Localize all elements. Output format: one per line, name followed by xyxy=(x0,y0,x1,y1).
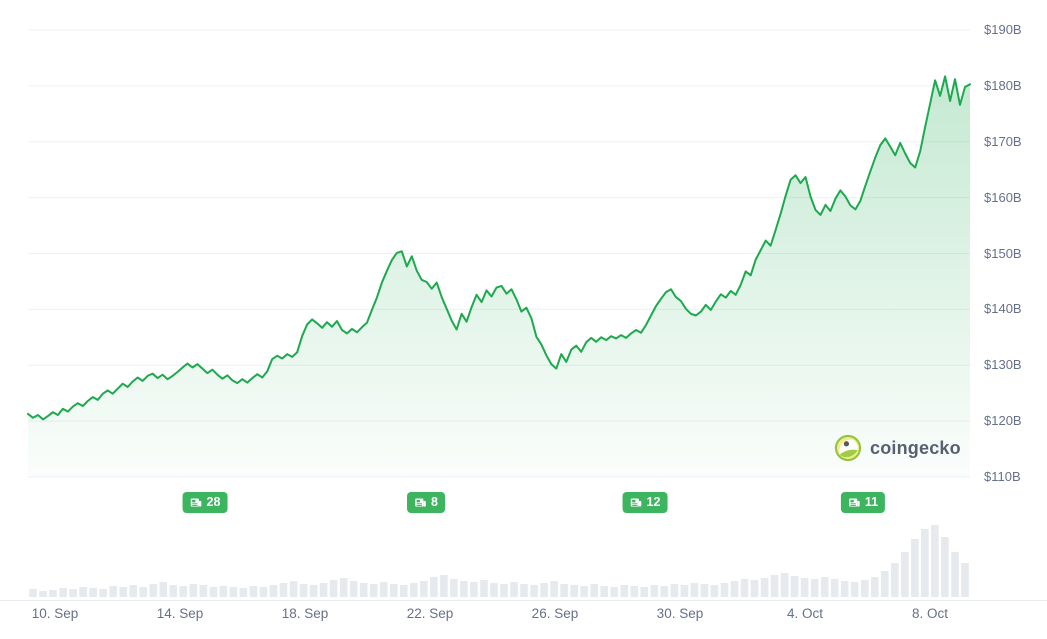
coingecko-watermark: coingecko xyxy=(834,434,961,462)
news-icon xyxy=(630,498,642,507)
x-axis-tick-label: 18. Sep xyxy=(281,606,329,621)
y-axis-tick-label: $180B xyxy=(984,77,1022,93)
x-axis-tick-label: 4. Oct xyxy=(786,606,823,621)
news-annotation-badge[interactable]: 8 xyxy=(407,492,445,513)
x-axis-tick-label: 26. Sep xyxy=(531,606,579,621)
news-icon xyxy=(190,498,202,507)
y-axis-tick-label: $120B xyxy=(984,413,1022,429)
axis-separator-line xyxy=(0,600,1047,601)
news-count: 11 xyxy=(864,495,879,509)
y-axis-tick-label: $110B xyxy=(984,469,1021,484)
y-axis-tick-label: $170B xyxy=(984,133,1022,149)
news-count: 28 xyxy=(206,495,221,509)
x-axis-tick-label: 30. Sep xyxy=(656,606,704,621)
y-axis-tick-label: $160B xyxy=(984,189,1022,205)
news-annotation-badge[interactable]: 28 xyxy=(182,492,228,513)
news-annotation-badge[interactable]: 12 xyxy=(622,492,668,513)
y-axis-tick-label: $140B xyxy=(984,301,1022,317)
coingecko-wordmark: coingecko xyxy=(870,437,961,458)
news-count: 12 xyxy=(646,495,661,509)
news-count: 8 xyxy=(431,495,438,509)
x-axis-tick-label: 14. Sep xyxy=(156,606,204,621)
y-axis-tick-label: $190B xyxy=(984,22,1022,37)
news-icon xyxy=(849,498,860,507)
news-annotation-badge[interactable]: 11 xyxy=(840,492,886,513)
y-axis-tick-label: $130B xyxy=(984,357,1022,373)
coingecko-logo-icon xyxy=(834,434,862,462)
x-axis-tick-label: 8. Oct xyxy=(911,606,948,621)
y-axis-tick-label: $150B xyxy=(984,245,1022,261)
x-axis-tick-label: 10. Sep xyxy=(31,606,79,621)
news-icon xyxy=(415,498,426,507)
x-axis-tick-label: 22. Sep xyxy=(406,606,454,621)
